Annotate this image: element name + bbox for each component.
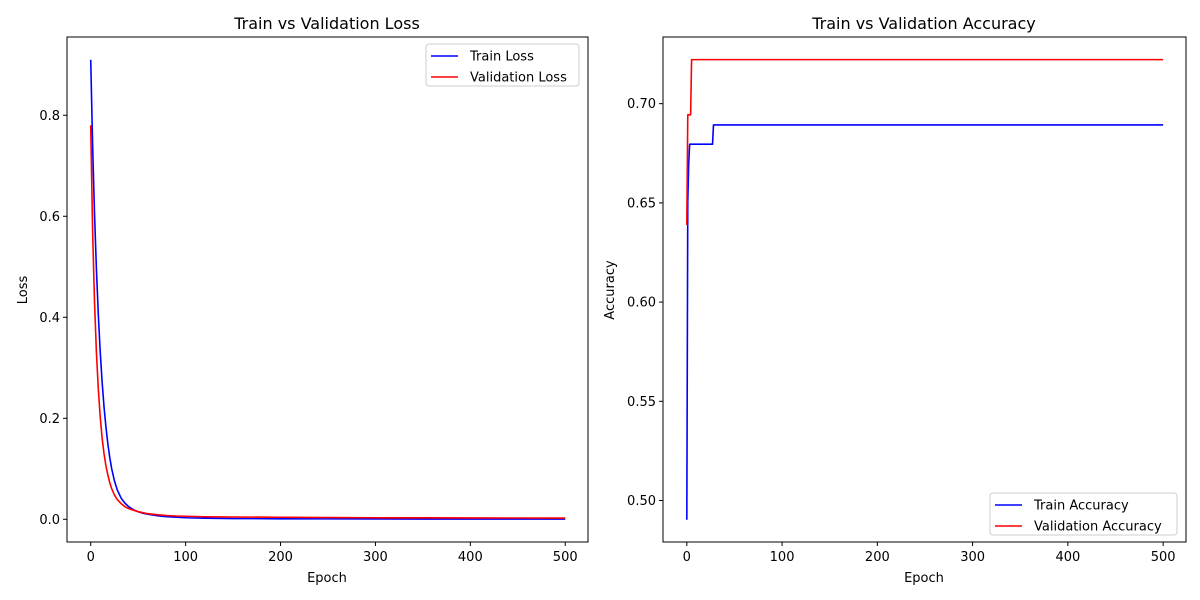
loss-y-tick-label: 0.4 <box>39 311 60 326</box>
loss-y-axis-label: Loss <box>16 276 31 305</box>
accuracy-x-tick-label: 400 <box>1055 550 1080 565</box>
accuracy-plot-area: 0 100 200 300 400 500 0.50 0.55 0.60 0.65 0.70 Trai… <box>627 36 1187 565</box>
loss-legend-label: Validation Loss <box>470 71 567 86</box>
accuracy-x-tick-label: 100 <box>770 550 795 565</box>
loss-plot-area: 0 100 200 300 400 500 0.0 0.2 0.4 0.6 0.8 Train Los… <box>39 36 589 565</box>
loss-chart: Train vs Validation Loss 0 100 200 300 400 50… <box>16 14 589 586</box>
accuracy-y-tick-label: 0.50 <box>627 494 656 509</box>
accuracy-x-axis-label: Epoch <box>904 571 944 586</box>
accuracy-legend: Train Accuracy Validation Accuracy <box>989 492 1178 536</box>
accuracy-x-tick-label: 200 <box>865 550 890 565</box>
accuracy-axes-frame <box>662 36 1187 543</box>
loss-chart-title: Train vs Validation Loss <box>233 14 420 33</box>
loss-y-tick-label: 0.0 <box>39 513 60 528</box>
loss-legend: Train Loss Validation Loss <box>425 43 580 87</box>
loss-series-train-line <box>89 59 566 520</box>
loss-legend-label: Train Loss <box>469 50 534 65</box>
accuracy-legend-label: Validation Accuracy <box>1034 520 1162 535</box>
loss-x-tick-label: 200 <box>268 550 293 565</box>
accuracy-chart-title: Train vs Validation Accuracy <box>811 14 1036 33</box>
accuracy-x-tick-label: 0 <box>683 550 691 565</box>
accuracy-y-tick-label: 0.70 <box>627 97 656 112</box>
loss-x-tick-label: 0 <box>87 550 95 565</box>
accuracy-y-tick-label: 0.55 <box>627 395 656 410</box>
loss-x-tick-label: 400 <box>458 550 483 565</box>
accuracy-legend-label: Train Accuracy <box>1033 499 1129 514</box>
loss-x-tick-label: 500 <box>553 550 578 565</box>
loss-y-tick-label: 0.8 <box>39 109 60 124</box>
accuracy-x-tick-label: 500 <box>1151 550 1176 565</box>
loss-y-tick-label: 0.2 <box>39 412 60 427</box>
accuracy-y-tick-label: 0.60 <box>627 296 656 311</box>
loss-x-tick-label: 300 <box>363 550 388 565</box>
loss-y-tick-label: 0.6 <box>39 210 60 225</box>
loss-legend-box <box>425 43 580 87</box>
loss-axes-frame <box>66 36 589 543</box>
accuracy-x-tick-label: 300 <box>960 550 985 565</box>
accuracy-series-validation-line <box>686 58 1164 225</box>
accuracy-chart: Train vs Validation Accuracy 0 100 200 300 4… <box>603 14 1187 586</box>
loss-x-tick-label: 100 <box>173 550 198 565</box>
accuracy-y-tick-label: 0.65 <box>627 196 656 211</box>
accuracy-y-axis-label: Accuracy <box>603 260 618 320</box>
loss-x-axis-label: Epoch <box>307 571 347 586</box>
accuracy-legend-box <box>989 492 1178 536</box>
loss-series-validation-line <box>89 125 566 519</box>
